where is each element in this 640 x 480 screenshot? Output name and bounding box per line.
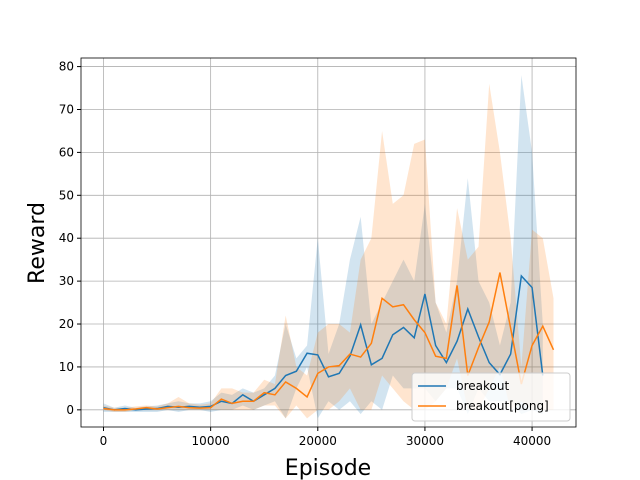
y-tick-label: 0	[66, 403, 74, 417]
y-tick-label: 30	[59, 274, 74, 288]
band	[103, 83, 554, 419]
x-tick-label: 10000	[192, 434, 230, 448]
x-axis-label: Episode	[285, 456, 371, 480]
line	[103, 272, 555, 411]
y-axis-label: Reward	[25, 202, 50, 284]
x-tick-label: 0	[100, 434, 108, 448]
legend-label: breakout	[456, 379, 509, 393]
y-tick-label: 10	[59, 360, 74, 374]
x-tick-label: 20000	[299, 434, 337, 448]
legend-box	[411, 372, 571, 422]
x-tick-label: 40000	[513, 434, 551, 448]
legend-label: breakout[pong]	[456, 399, 549, 413]
x-tick-label: 30000	[406, 434, 444, 448]
y-tick-label: 60	[59, 145, 74, 159]
y-tick-label: 20	[59, 317, 74, 331]
axes-frame	[80, 57, 577, 428]
y-tick-label: 40	[59, 231, 74, 245]
y-tick-label: 70	[59, 102, 74, 116]
y-tick-label: 50	[59, 188, 74, 202]
y-tick-label: 80	[59, 60, 74, 74]
